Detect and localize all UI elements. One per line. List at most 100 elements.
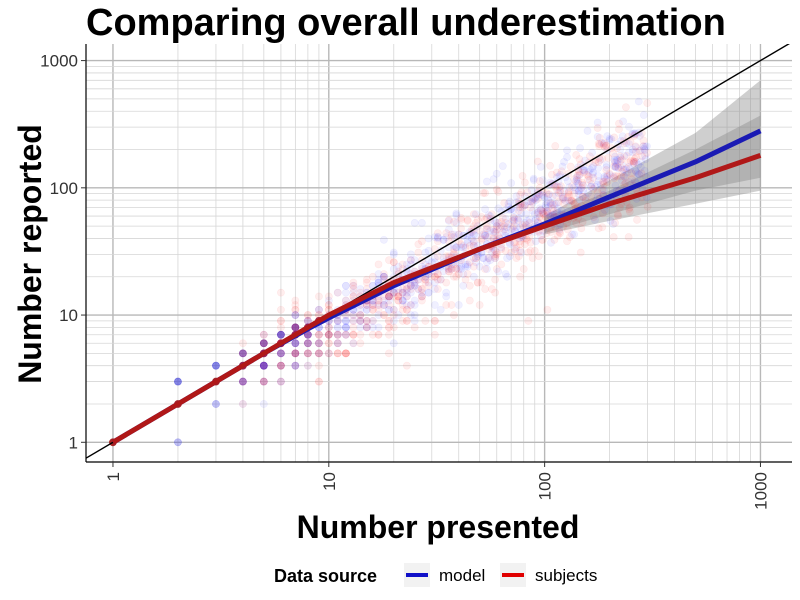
data-point xyxy=(611,181,620,190)
data-point xyxy=(406,301,415,309)
data-point xyxy=(634,160,643,169)
data-point xyxy=(512,254,521,263)
data-point xyxy=(597,138,606,147)
data-point xyxy=(430,316,439,325)
data-point xyxy=(349,311,358,319)
data-point xyxy=(389,305,398,314)
data-point xyxy=(259,361,268,370)
data-point xyxy=(619,117,628,126)
data-point xyxy=(482,258,491,267)
data-point xyxy=(439,235,448,244)
data-point xyxy=(374,301,383,309)
legend-title: Data source xyxy=(274,566,377,586)
data-point xyxy=(625,140,633,148)
data-point xyxy=(517,209,526,218)
data-point xyxy=(553,168,561,177)
data-point xyxy=(611,163,620,172)
data-point xyxy=(617,155,626,164)
data-point xyxy=(259,361,268,370)
data-point xyxy=(291,349,300,358)
data-point xyxy=(601,142,610,150)
data-point xyxy=(640,144,649,153)
data-point xyxy=(303,349,312,358)
data-point xyxy=(394,292,403,301)
data-point xyxy=(616,153,625,162)
data-point xyxy=(463,235,472,244)
data-point xyxy=(589,168,598,177)
data-point xyxy=(482,265,491,273)
data-point xyxy=(625,203,634,212)
data-point xyxy=(491,252,500,261)
data-point xyxy=(519,202,528,210)
data-point xyxy=(277,330,285,339)
data-point xyxy=(578,180,587,189)
data-point xyxy=(450,230,458,239)
data-point xyxy=(457,215,465,224)
fit-line-subjects xyxy=(111,152,762,445)
data-point xyxy=(291,311,300,319)
data-point xyxy=(341,288,350,297)
data-point xyxy=(609,233,618,241)
data-point xyxy=(385,316,393,325)
x-tick-labels: 1 10 100 1000 xyxy=(104,472,770,510)
data-point xyxy=(469,272,478,281)
data-point xyxy=(530,216,539,225)
data-point xyxy=(362,323,371,332)
data-point xyxy=(398,288,407,297)
data-point xyxy=(333,349,342,358)
data-point xyxy=(518,221,527,229)
data-point xyxy=(324,349,333,358)
data-point xyxy=(535,204,544,213)
data-point xyxy=(389,265,398,273)
data-point xyxy=(402,316,411,325)
data-point xyxy=(414,240,423,249)
data-point xyxy=(461,262,470,271)
data-point xyxy=(507,225,516,234)
data-point xyxy=(424,281,433,290)
data-point xyxy=(611,158,619,167)
data-point xyxy=(398,288,407,297)
data-point xyxy=(291,305,300,314)
x-tick-label: 100 xyxy=(536,472,555,500)
data-point xyxy=(516,246,525,255)
data-point xyxy=(433,252,442,261)
data-point xyxy=(291,361,300,370)
data-point xyxy=(379,301,388,309)
data-point xyxy=(501,270,510,278)
data-point xyxy=(578,178,586,187)
y-axis-title: Number reported xyxy=(12,124,48,384)
data-point xyxy=(239,349,247,358)
data-point xyxy=(277,330,285,339)
data-point xyxy=(561,196,570,205)
data-point xyxy=(481,265,490,273)
data-point xyxy=(580,166,589,175)
data-point xyxy=(398,260,407,269)
legend: Data source model subjects xyxy=(274,563,597,587)
data-point xyxy=(452,265,461,273)
data-point xyxy=(594,224,603,233)
data-point xyxy=(374,275,383,284)
data-point xyxy=(538,176,547,184)
data-point xyxy=(402,305,411,314)
data-point xyxy=(410,281,419,290)
data-point xyxy=(530,210,539,219)
data-point xyxy=(277,349,285,358)
data-point xyxy=(362,323,371,332)
data-point xyxy=(239,377,247,386)
data-point xyxy=(414,285,423,293)
data-point xyxy=(239,400,247,408)
data-point xyxy=(259,377,268,386)
data-point xyxy=(457,262,465,271)
data-point xyxy=(450,245,458,253)
data-point xyxy=(303,311,312,319)
data-point xyxy=(333,339,342,348)
data-point xyxy=(628,145,637,154)
data-point xyxy=(515,203,523,212)
data-point xyxy=(602,163,611,172)
data-point xyxy=(614,163,623,172)
data-point xyxy=(291,349,300,358)
data-point xyxy=(333,288,342,297)
data-point xyxy=(452,211,461,220)
data-point xyxy=(454,301,463,309)
data-point xyxy=(622,103,630,112)
